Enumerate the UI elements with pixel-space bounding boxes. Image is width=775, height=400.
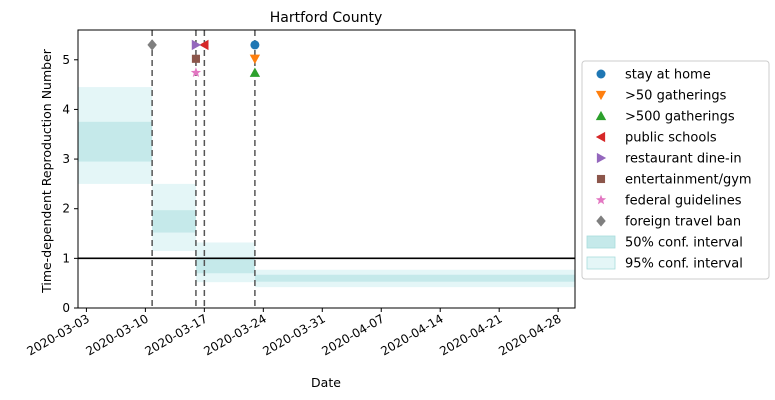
x-tick-label: 2020-04-28	[496, 311, 563, 358]
legend-swatch	[586, 256, 616, 270]
event-marker	[190, 67, 202, 78]
legend-label: stay at home	[625, 68, 711, 83]
legend-marker	[595, 131, 606, 143]
ci50-band	[254, 274, 575, 282]
x-tick-label: 2020-03-24	[201, 311, 268, 358]
x-tick-label: 2020-03-31	[260, 311, 327, 358]
legend-label: >50 gatherings	[625, 89, 727, 104]
legend-marker	[596, 215, 606, 227]
y-tick-label: 0	[62, 301, 70, 315]
legend-marker	[595, 194, 607, 205]
axes: 0123452020-03-032020-03-102020-03-172020…	[25, 29, 576, 358]
legend-marker	[596, 174, 606, 184]
event-marker	[250, 40, 260, 50]
plot-frame	[77, 29, 576, 309]
x-tick-label: 2020-03-10	[83, 311, 150, 358]
legend-marker	[595, 90, 607, 101]
x-tick-label: 2020-03-03	[25, 311, 92, 358]
legend-swatch	[586, 235, 616, 249]
ci50-band	[152, 210, 196, 233]
event-marker	[191, 39, 202, 51]
x-tick-label: 2020-04-07	[319, 311, 386, 358]
legend-label: 95% conf. interval	[625, 257, 743, 272]
y-tick-label: 4	[62, 102, 70, 116]
legend-label: >500 gatherings	[625, 110, 735, 125]
event-marker	[249, 54, 261, 64]
ci50-band	[78, 121, 153, 162]
event-marker	[191, 54, 200, 63]
chart-title: Hartford County	[270, 10, 383, 26]
event-marker	[199, 39, 209, 51]
legend-label: public schools	[625, 131, 717, 146]
legend-label: 50% conf. interval	[625, 236, 743, 251]
plot-area	[78, 30, 575, 308]
x-tick-label: 2020-04-21	[437, 311, 504, 358]
y-tick-label: 2	[62, 202, 70, 216]
legend: stay at home >50 gatherings >500 gathering…	[581, 60, 770, 280]
x-axis-label: Date	[311, 375, 341, 390]
legend-label: federal guidelines	[625, 194, 742, 209]
ci50-band	[195, 258, 255, 274]
y-tick-label: 3	[62, 152, 70, 166]
event-marker	[147, 39, 157, 51]
y-tick-label: 1	[62, 251, 70, 265]
legend-label: foreign travel ban	[625, 215, 741, 230]
legend-marker	[596, 69, 606, 79]
legend-label: restaurant dine-in	[625, 152, 742, 167]
legend-box	[581, 60, 770, 280]
legend-label: entertainment/gym	[625, 173, 752, 188]
event-marker	[249, 67, 261, 77]
legend-marker	[596, 152, 607, 164]
y-axis-label: Time-dependent Reproduction Number	[39, 48, 54, 294]
x-tick-label: 2020-03-17	[142, 311, 209, 358]
legend-marker	[595, 110, 607, 121]
x-tick-label: 2020-04-14	[378, 311, 445, 358]
y-tick-label: 5	[62, 53, 70, 67]
